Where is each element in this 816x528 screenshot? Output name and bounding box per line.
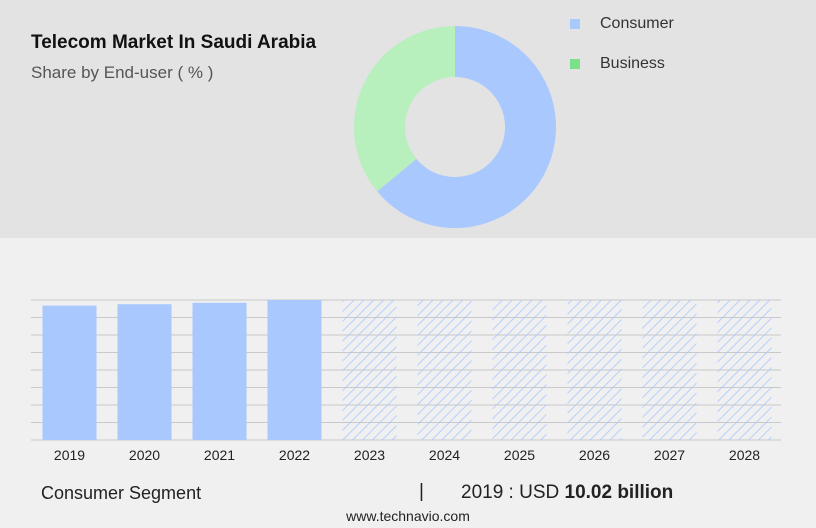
bar-chart: 2019 2020 2021 2022 2023 2024 2025 2026 2027 2028 (31, 299, 781, 463)
legend-item-consumer: Consumer (570, 14, 674, 34)
legend-item-business: Business (570, 54, 674, 74)
bar-2027 (642, 300, 697, 440)
x-tick-label-2025: 2025 (504, 447, 535, 463)
legend-swatch-consumer (570, 19, 580, 29)
x-tick-label-2023: 2023 (354, 447, 385, 463)
bar-2024 (417, 300, 472, 440)
footer-year-prefix: 2019 : USD (461, 482, 565, 503)
legend-label-consumer: Consumer (600, 15, 674, 32)
bar-2028 (717, 300, 772, 440)
x-tick-label-2022: 2022 (279, 447, 310, 463)
donut-slice-business (353, 25, 455, 192)
x-tick-label-2027: 2027 (654, 447, 685, 463)
x-tick-label-2024: 2024 (429, 447, 460, 463)
bar-2021 (192, 302, 247, 440)
x-tick-label-2019: 2019 (54, 447, 85, 463)
donut-chart (353, 25, 556, 229)
donut-slice-consumer (377, 26, 556, 229)
bar-2026 (567, 300, 622, 440)
segment-label: Consumer Segment (41, 483, 202, 503)
bar-2020 (117, 304, 172, 440)
footer-value-text: 2019 : USD 10.02 billion (461, 482, 673, 504)
footer-separator: | (419, 481, 424, 502)
bar-2023 (342, 300, 397, 440)
x-tick-label-2026: 2026 (579, 447, 610, 463)
legend-swatch-business (570, 59, 580, 69)
bar-2022 (267, 300, 322, 440)
bar-2019 (42, 305, 97, 440)
x-tick-label-2020: 2020 (129, 447, 160, 463)
footer-value: 10.02 billion (564, 482, 674, 503)
website-link[interactable]: www.technavio.com (346, 508, 470, 524)
chart-subtitle: Share by End-user ( % ) (31, 63, 214, 82)
x-tick-label-2021: 2021 (204, 447, 235, 463)
legend: Consumer Business (570, 14, 674, 94)
x-tick-label-2028: 2028 (729, 447, 760, 463)
chart-title: Telecom Market In Saudi Arabia (31, 32, 317, 53)
legend-label-business: Business (600, 55, 665, 72)
bar-2025 (492, 300, 547, 440)
